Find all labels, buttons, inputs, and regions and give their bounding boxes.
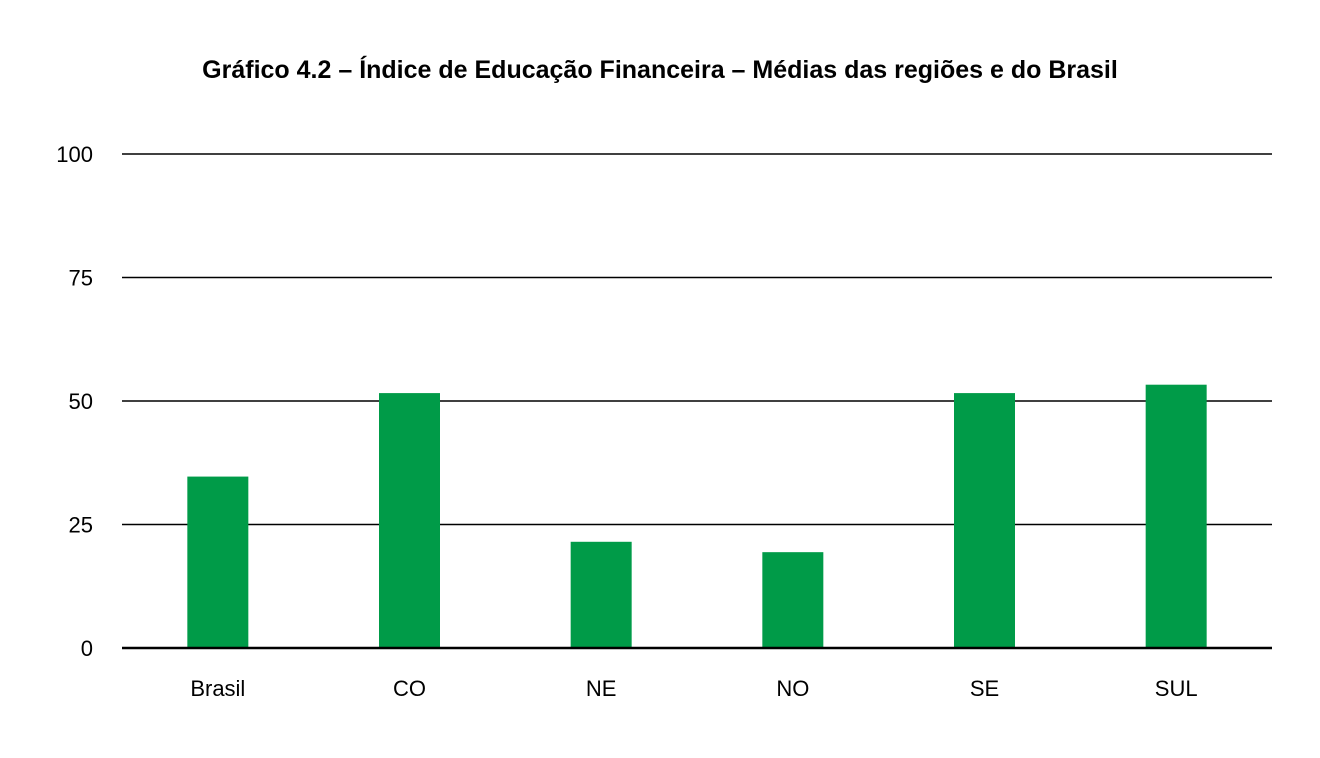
y-tick-label: 0 xyxy=(81,636,93,661)
y-tick-label: 50 xyxy=(69,389,93,414)
x-tick-label: CO xyxy=(393,676,426,701)
y-tick-label: 100 xyxy=(56,142,93,167)
bar-no xyxy=(762,552,824,648)
bar-sul xyxy=(1145,384,1207,648)
x-tick-label: Brasil xyxy=(190,676,245,701)
x-tick-label: NE xyxy=(586,676,617,701)
bar-ne xyxy=(570,541,632,648)
x-tick-label: SE xyxy=(970,676,999,701)
gridlines xyxy=(122,153,1272,526)
x-tick-label: SUL xyxy=(1155,676,1198,701)
chart-title: Gráfico 4.2 – Índice de Educação Finance… xyxy=(202,56,1118,84)
axes: 0 25 50 75 100 Brasil CO NE NO SE SUL xyxy=(56,142,1272,701)
bar-se xyxy=(954,393,1015,648)
bar-co xyxy=(379,393,440,648)
y-tick-label: 25 xyxy=(69,513,93,538)
y-tick-label: 75 xyxy=(69,266,93,291)
x-tick-label: NO xyxy=(776,676,809,701)
bar-brasil xyxy=(187,476,249,648)
bars xyxy=(187,384,1207,648)
